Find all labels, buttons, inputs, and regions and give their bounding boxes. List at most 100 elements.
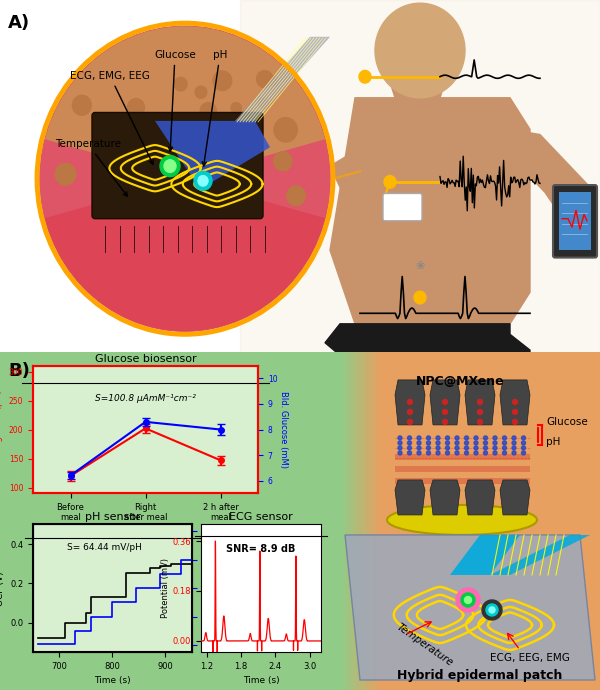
Circle shape: [445, 441, 449, 445]
Polygon shape: [345, 535, 595, 680]
Circle shape: [445, 451, 449, 455]
Circle shape: [407, 451, 412, 455]
Circle shape: [427, 446, 431, 450]
Circle shape: [274, 152, 292, 171]
Circle shape: [456, 588, 480, 612]
Circle shape: [474, 441, 478, 445]
Circle shape: [407, 441, 412, 445]
Text: pH: pH: [202, 50, 227, 166]
Text: A): A): [8, 14, 30, 32]
Circle shape: [464, 596, 472, 604]
Circle shape: [160, 156, 180, 177]
Circle shape: [398, 436, 402, 440]
Circle shape: [493, 446, 497, 450]
Bar: [374, 352, 376, 690]
Circle shape: [464, 436, 469, 440]
Circle shape: [521, 446, 526, 450]
Circle shape: [407, 446, 412, 450]
Circle shape: [443, 420, 448, 424]
Polygon shape: [240, 0, 600, 355]
Circle shape: [213, 71, 232, 90]
Bar: [362, 352, 364, 690]
Circle shape: [512, 451, 516, 455]
Circle shape: [185, 124, 196, 135]
Polygon shape: [510, 129, 590, 229]
Circle shape: [484, 436, 487, 440]
Polygon shape: [430, 480, 460, 515]
Polygon shape: [390, 82, 445, 98]
Y-axis label: OCP (V): OCP (V): [0, 571, 5, 606]
Circle shape: [375, 3, 465, 98]
Circle shape: [503, 436, 506, 440]
Polygon shape: [500, 380, 530, 425]
Bar: [370, 352, 372, 690]
Circle shape: [503, 446, 506, 450]
Text: Glucose: Glucose: [154, 50, 196, 151]
Circle shape: [417, 451, 421, 455]
Circle shape: [484, 451, 487, 455]
Circle shape: [461, 593, 475, 607]
Bar: [354, 352, 356, 690]
Polygon shape: [395, 480, 425, 515]
Text: B): B): [8, 362, 30, 380]
Y-axis label: Potential (mV): Potential (mV): [161, 558, 170, 618]
Bar: [342, 352, 344, 690]
FancyBboxPatch shape: [383, 193, 422, 221]
Circle shape: [128, 99, 145, 117]
Circle shape: [175, 112, 198, 137]
Circle shape: [484, 446, 487, 450]
Circle shape: [170, 104, 187, 121]
Circle shape: [94, 120, 110, 137]
FancyBboxPatch shape: [553, 185, 597, 257]
FancyBboxPatch shape: [559, 193, 591, 250]
Text: S= 64.44 mV/pH: S= 64.44 mV/pH: [67, 543, 142, 552]
Title: Glucose biosensor: Glucose biosensor: [95, 353, 196, 364]
Circle shape: [40, 26, 330, 331]
Bar: [348, 352, 350, 690]
Polygon shape: [500, 480, 530, 515]
Circle shape: [478, 409, 482, 415]
Circle shape: [464, 441, 469, 445]
Circle shape: [493, 451, 497, 455]
Circle shape: [493, 436, 497, 440]
Circle shape: [455, 446, 459, 450]
Text: ECG, EEG, EMG: ECG, EEG, EMG: [490, 653, 570, 663]
Title: pH sensor: pH sensor: [85, 512, 140, 522]
Circle shape: [489, 607, 495, 613]
Circle shape: [427, 436, 431, 440]
Circle shape: [286, 246, 303, 264]
Polygon shape: [430, 380, 460, 425]
Circle shape: [280, 109, 305, 136]
Text: S=100.8 μAmM⁻¹cm⁻²: S=100.8 μAmM⁻¹cm⁻²: [95, 395, 196, 404]
Bar: [376, 352, 378, 690]
Circle shape: [521, 436, 526, 440]
Circle shape: [512, 420, 517, 424]
Polygon shape: [235, 37, 330, 121]
Circle shape: [407, 409, 413, 415]
Polygon shape: [325, 324, 530, 355]
Circle shape: [455, 436, 459, 440]
Text: ❀: ❀: [415, 261, 425, 271]
Circle shape: [521, 451, 526, 455]
Circle shape: [257, 70, 273, 88]
Circle shape: [398, 451, 402, 455]
Circle shape: [464, 451, 469, 455]
Bar: [372, 352, 374, 690]
Text: ECG, EMG, EEG: ECG, EMG, EEG: [70, 71, 153, 164]
Bar: [358, 352, 360, 690]
Circle shape: [398, 446, 402, 450]
Circle shape: [384, 175, 396, 188]
Bar: [340, 352, 342, 690]
Title: ECG sensor: ECG sensor: [229, 512, 293, 522]
Bar: [356, 352, 358, 690]
Circle shape: [174, 115, 189, 130]
Circle shape: [482, 600, 502, 620]
Circle shape: [198, 175, 208, 186]
Circle shape: [443, 400, 448, 404]
Bar: [344, 352, 346, 690]
X-axis label: Time (s): Time (s): [94, 676, 131, 685]
Circle shape: [139, 130, 153, 146]
Circle shape: [503, 451, 506, 455]
Circle shape: [455, 441, 459, 445]
Circle shape: [268, 76, 278, 86]
